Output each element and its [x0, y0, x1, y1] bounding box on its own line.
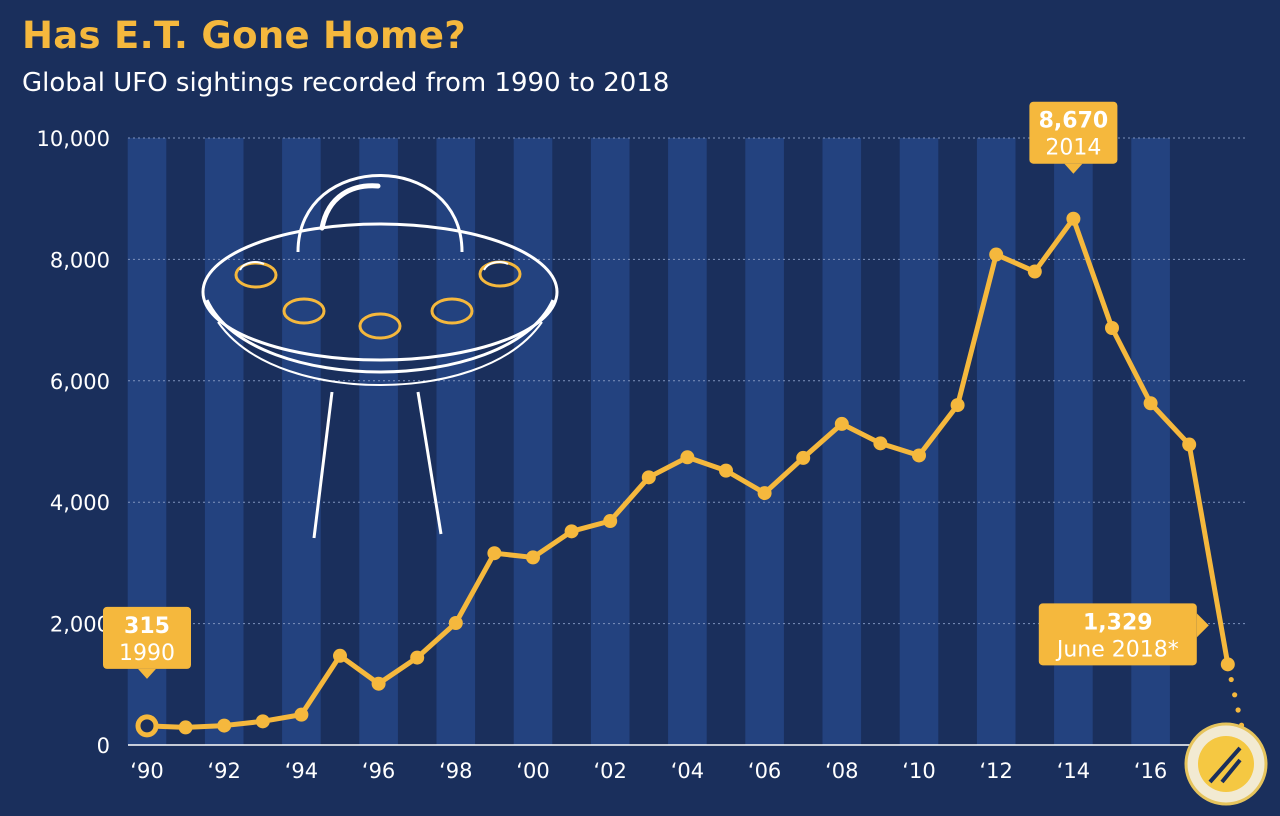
x-tick-label: ‘96 — [362, 759, 395, 783]
data-points — [135, 211, 1235, 738]
data-point — [410, 650, 425, 665]
x-tick-label: ‘16 — [1134, 759, 1167, 783]
stripe-2004 — [668, 138, 707, 745]
y-tick-label: 10,000 — [37, 127, 110, 151]
stripe-2002 — [590, 138, 630, 745]
stripe-1992 — [204, 138, 244, 745]
background-stripes — [127, 138, 1170, 745]
callout-tail — [138, 668, 156, 679]
data-point — [719, 463, 733, 478]
projection-dot — [1232, 692, 1238, 698]
data-point — [448, 615, 463, 630]
x-tick-label: ‘08 — [825, 759, 858, 783]
callout-label: 1990 — [119, 641, 175, 666]
callout-value: 8,670 — [1039, 109, 1109, 134]
data-point — [873, 436, 888, 451]
x-tick-label: ‘12 — [979, 759, 1012, 783]
callout-value: 1,329 — [1083, 610, 1153, 635]
data-point — [1143, 396, 1158, 411]
stripe-1994 — [282, 138, 321, 745]
callout-label: 2014 — [1045, 136, 1101, 161]
projection-dot — [1228, 676, 1234, 683]
y-tick-label: 4,000 — [50, 491, 110, 515]
data-point — [989, 247, 1004, 262]
callout-label: June 2018* — [1055, 637, 1179, 662]
callout-box — [103, 606, 191, 669]
x-tick-label: ‘00 — [516, 759, 549, 783]
data-point — [487, 546, 502, 561]
data-point — [1105, 320, 1119, 335]
x-tick-label: ‘98 — [439, 759, 472, 783]
x-tick-label: ‘02 — [593, 759, 626, 783]
y-tick-label: 8,000 — [50, 248, 110, 272]
y-tick-label: 2,000 — [50, 613, 110, 637]
x-tick-label: ‘04 — [671, 759, 704, 783]
x-tick-label: ‘06 — [748, 759, 781, 783]
gridlines — [128, 137, 1248, 746]
data-point — [1066, 211, 1081, 226]
x-tick-label: ‘94 — [285, 759, 318, 783]
stripe-2006 — [745, 138, 784, 745]
x-tick-label: ‘10 — [902, 759, 935, 783]
callout-value: 315 — [124, 614, 170, 639]
callout-box — [1029, 101, 1118, 164]
x-tick-label: ‘90 — [130, 759, 163, 783]
data-point — [950, 398, 965, 413]
ufo-illustration-icon — [201, 174, 559, 539]
stripe-1996 — [359, 138, 398, 745]
stripe-2008 — [822, 138, 862, 745]
data-point — [294, 707, 309, 722]
data-point — [1027, 264, 1042, 279]
data-point — [526, 550, 540, 565]
data-point — [178, 720, 193, 735]
data-point — [564, 524, 579, 539]
projection-dot — [1235, 707, 1241, 713]
data-point — [796, 450, 811, 465]
data-point — [757, 486, 772, 501]
chart-subtitle: Global UFO sightings recorded from 1990 … — [22, 68, 670, 98]
stripe-2000 — [513, 138, 553, 745]
x-tick-label: ‘14 — [1057, 759, 1090, 783]
data-point — [255, 714, 270, 729]
data-point — [333, 648, 347, 663]
data-point — [912, 448, 926, 463]
x-axis-ticks: ‘90 ‘92 ‘94 ‘96 ‘98 ‘00 ‘02 ‘04 ‘06 ‘08 ‘10 ‘12 ‘14 ‘… — [130, 759, 1167, 783]
corner-logo-icon — [1184, 722, 1268, 806]
callout-box — [1038, 603, 1197, 666]
stripe-2012 — [976, 138, 1016, 745]
data-point — [1182, 437, 1197, 452]
data-point — [834, 416, 849, 431]
data-point — [641, 470, 656, 485]
data-point — [135, 714, 159, 738]
data-point — [680, 450, 695, 465]
data-point — [1220, 657, 1235, 672]
data-point — [217, 718, 232, 733]
y-axis-ticks: 0 2,000 4,000 6,000 8,000 10,000 — [37, 127, 110, 758]
data-point — [371, 676, 386, 691]
y-tick-label: 6,000 — [50, 370, 110, 394]
data-point — [603, 514, 618, 529]
stripe-1998 — [436, 138, 476, 745]
callout-tail — [1196, 613, 1209, 638]
chart-title: Has E.T. Gone Home? — [22, 14, 467, 57]
x-tick-label: ‘92 — [207, 759, 240, 783]
y-tick-label: 0 — [97, 734, 110, 758]
callout-tail — [1064, 163, 1083, 174]
